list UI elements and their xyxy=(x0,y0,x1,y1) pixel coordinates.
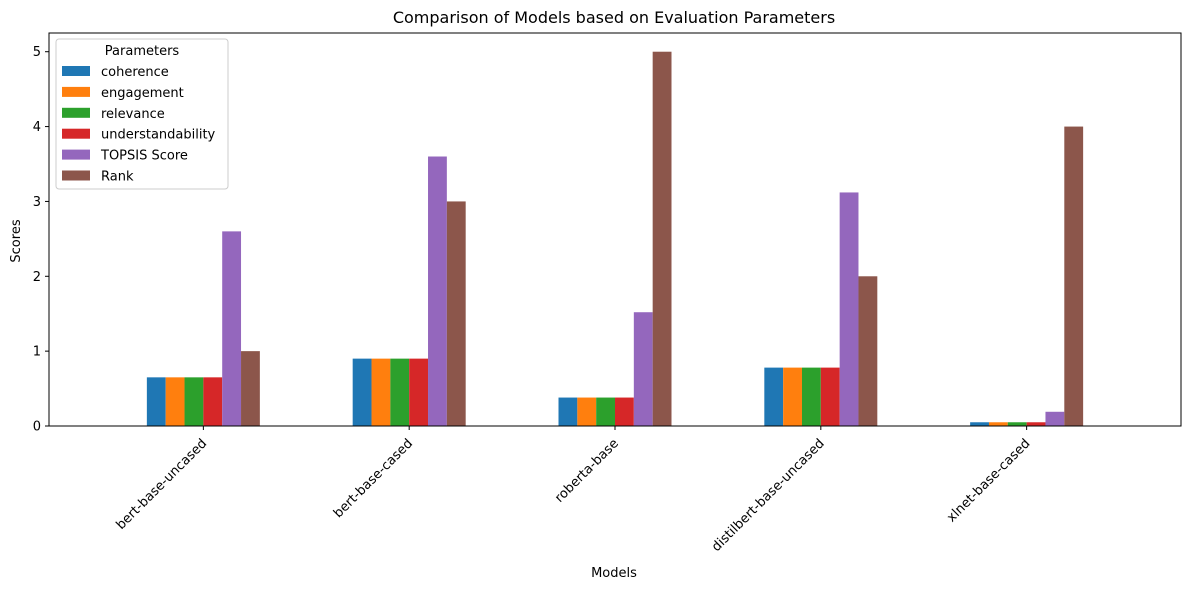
bar-understandability-xlnet-base-cased xyxy=(1026,422,1046,426)
y-tick-label: 5 xyxy=(33,45,41,60)
bar-relevance-roberta-base xyxy=(596,397,615,426)
bar-coherence-bert-base-uncased xyxy=(146,377,166,426)
bar-coherence-roberta-base xyxy=(558,397,578,426)
bar-engagement-roberta-base xyxy=(577,397,597,426)
chart-title: Comparison of Models based on Evaluation… xyxy=(393,8,835,27)
bars-layer xyxy=(146,51,1084,427)
legend-label: relevance xyxy=(101,107,165,122)
legend-label: Rank xyxy=(101,170,134,185)
bar-topsis-score-xlnet-base-cased xyxy=(1045,411,1065,426)
bar-engagement-distilbert-base-uncased xyxy=(783,367,802,426)
legend-swatch xyxy=(62,107,90,118)
y-axis-label: Scores xyxy=(9,219,24,262)
x-axis-label: Models xyxy=(591,566,637,581)
legend-swatch xyxy=(62,170,90,181)
y-tick-label: 4 xyxy=(33,120,41,135)
bar-rank-bert-base-cased xyxy=(446,201,466,426)
y-tick-label: 0 xyxy=(33,420,41,435)
legend-swatch xyxy=(62,128,90,139)
legend-box xyxy=(55,38,229,190)
legend-label: understandability xyxy=(101,128,216,143)
bar-relevance-distilbert-base-uncased xyxy=(801,367,821,426)
x-tick-label: distilbert-base-uncased xyxy=(709,436,828,555)
y-tick-label: 3 xyxy=(33,195,41,210)
bar-topsis-score-roberta-base xyxy=(633,312,653,426)
bar-understandability-roberta-base xyxy=(615,397,634,426)
x-tick-label: roberta-base xyxy=(552,436,622,506)
legend-title: Parameters xyxy=(105,44,180,59)
bar-understandability-bert-base-uncased xyxy=(203,377,223,426)
bar-rank-bert-base-uncased xyxy=(241,351,260,426)
bar-coherence-xlnet-base-cased xyxy=(970,422,989,426)
bar-understandability-distilbert-base-uncased xyxy=(820,367,840,426)
x-tick-label: bert-base-cased xyxy=(331,436,416,521)
bar-topsis-score-bert-base-cased xyxy=(428,156,447,426)
bar-coherence-distilbert-base-uncased xyxy=(764,367,784,426)
bar-coherence-bert-base-cased xyxy=(352,358,372,426)
bar-rank-xlnet-base-cased xyxy=(1064,126,1084,426)
bar-relevance-bert-base-cased xyxy=(390,358,410,426)
y-tick-label: 2 xyxy=(33,270,41,285)
x-tick-label: bert-base-uncased xyxy=(114,436,211,533)
legend-swatch xyxy=(62,86,90,97)
y-tick-label: 1 xyxy=(33,345,41,360)
bar-relevance-xlnet-base-cased xyxy=(1007,422,1027,426)
bar-engagement-bert-base-cased xyxy=(371,358,391,426)
legend-label: coherence xyxy=(101,65,169,80)
bar-rank-roberta-base xyxy=(652,51,672,427)
legend-label: TOPSIS Score xyxy=(100,149,188,164)
legend-swatch xyxy=(62,149,90,160)
bar-engagement-xlnet-base-cased xyxy=(988,422,1008,426)
legend-swatch xyxy=(62,66,90,76)
bar-relevance-bert-base-uncased xyxy=(184,377,204,426)
legend-label: engagement xyxy=(101,86,184,101)
bar-topsis-score-distilbert-base-uncased xyxy=(839,192,859,426)
bar-rank-distilbert-base-uncased xyxy=(858,276,878,426)
bar-understandability-bert-base-cased xyxy=(409,358,429,426)
bar-topsis-score-bert-base-uncased xyxy=(222,231,242,426)
legend: Parameters coherence engagement relevance un… xyxy=(55,38,229,190)
bar-engagement-bert-base-uncased xyxy=(165,377,185,426)
x-tick-label: xlnet-base-cased xyxy=(944,436,1033,525)
